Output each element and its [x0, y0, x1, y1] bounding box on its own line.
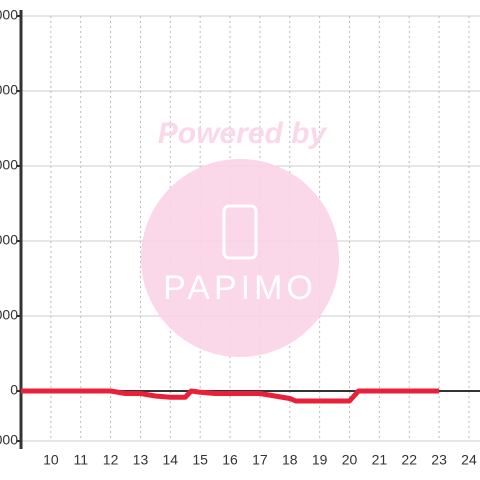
- x-tick-label: 13: [133, 452, 149, 468]
- y-tick-label: 90,000: [0, 157, 18, 173]
- line-series: [21, 388, 440, 404]
- y-tick-label: 150,000: [0, 7, 18, 23]
- watermark-text: Powered by: [158, 117, 328, 150]
- x-tick-label: 12: [103, 452, 119, 468]
- plot: -20,000 0 30,000 60,000 90,000 120,000 150,000…: [0, 7, 480, 468]
- y-tick-label: -20,000: [0, 432, 18, 448]
- x-tick-label: 15: [192, 452, 208, 468]
- y-tick-label: 30,000: [0, 307, 18, 323]
- y-tick-label: 60,000: [0, 232, 18, 248]
- x-tick-label: 24: [461, 452, 477, 468]
- x-tick-label: 10: [43, 452, 59, 468]
- x-tick-label: 18: [282, 452, 298, 468]
- y-tick-label: 0: [10, 382, 18, 398]
- x-tick-label: 19: [312, 452, 328, 468]
- x-tick-label: 22: [401, 452, 417, 468]
- x-tick-label: 21: [372, 452, 388, 468]
- y-tick-label: 120,000: [0, 82, 18, 98]
- watermark-logo: PAPIMO: [163, 269, 317, 307]
- watermark: PAPIMO Powered by: [141, 117, 339, 357]
- x-tick-label: 14: [163, 452, 179, 468]
- x-tick-label: 16: [222, 452, 238, 468]
- x-tick-label: 17: [252, 452, 268, 468]
- watermark-icon: [222, 204, 258, 260]
- x-tick-label: 23: [431, 452, 447, 468]
- x-tick-label: 20: [342, 452, 358, 468]
- x-tick-label: 11: [73, 452, 88, 468]
